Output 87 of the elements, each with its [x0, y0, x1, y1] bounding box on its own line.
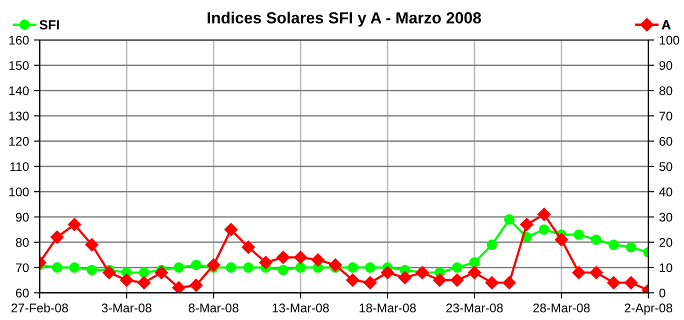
y-tick-label: 70 [16, 263, 29, 272]
point [69, 262, 80, 273]
point [191, 260, 202, 270]
point [295, 262, 306, 273]
point [243, 262, 254, 273]
point [572, 266, 586, 280]
point [607, 276, 620, 290]
point [608, 240, 619, 250]
y-tick-label: 60 [16, 288, 29, 298]
point [626, 242, 636, 253]
point [138, 267, 150, 278]
y-tick-label: 90 [16, 212, 29, 222]
point [450, 274, 464, 287]
point [346, 274, 360, 287]
y2-tick-label: 80 [659, 86, 672, 96]
point [154, 266, 168, 280]
y-tick-label: 130 [9, 112, 29, 120]
x-tick-label: 28-Mar-08 [533, 304, 590, 312]
point [226, 262, 236, 273]
chart-title: Indices Solares SFI y A - Marzo 2008 [208, 12, 482, 27]
x-tick-label: 2-Apr-08 [624, 304, 672, 315]
y2-tick-label: 60 [659, 136, 672, 146]
point [452, 262, 462, 273]
point [538, 224, 550, 235]
point [278, 264, 288, 276]
y-tick-label: 100 [9, 187, 29, 196]
y-tick-label: 140 [9, 86, 29, 96]
point [224, 223, 238, 236]
y2-tick-label: 40 [659, 187, 672, 196]
y2-tick-label: 0 [659, 288, 666, 298]
point [537, 208, 551, 222]
point [380, 266, 394, 280]
point [591, 234, 602, 245]
y2-tick-label: 100 [660, 36, 680, 45]
point [242, 240, 255, 254]
point [328, 258, 342, 272]
point [348, 262, 358, 273]
y-tick-label: 80 [16, 238, 29, 247]
point [311, 253, 325, 267]
point [364, 262, 376, 273]
point [174, 262, 184, 273]
x-tick-label: 8-Mar-08 [188, 304, 238, 312]
point [137, 276, 151, 290]
point [172, 281, 186, 293]
point [554, 233, 568, 246]
point [102, 266, 116, 280]
y-tick-label: 150 [9, 61, 29, 70]
point [398, 271, 412, 284]
point [276, 250, 290, 264]
x-tick-label: 18-Mar-08 [360, 304, 416, 312]
point [364, 276, 377, 290]
y-tick-label: 110 [10, 162, 29, 172]
point [520, 218, 534, 232]
y2-tick-label: 10 [660, 263, 672, 272]
point [68, 218, 82, 232]
point [504, 214, 514, 225]
point [469, 257, 480, 268]
point [485, 276, 498, 290]
point [85, 238, 98, 252]
y2-tick-label: 70 [659, 112, 672, 120]
x-tick-label: 3-Mar-08 [102, 304, 152, 312]
y-tick-label: 120 [9, 136, 29, 146]
point [50, 230, 64, 244]
y2-tick-label: 30 [659, 212, 672, 222]
point [294, 250, 308, 264]
point [190, 278, 203, 292]
point [433, 274, 446, 287]
x-tick-label: 13-Mar-08 [272, 304, 329, 312]
y2-tick-label: 50 [659, 162, 672, 172]
x-tick-label: 23-Mar-08 [446, 304, 503, 312]
point [259, 256, 272, 270]
point [86, 264, 98, 276]
point [590, 266, 603, 280]
legend-label: A [662, 20, 671, 30]
legend-label: SFI [40, 20, 59, 30]
point [468, 266, 482, 280]
point [207, 258, 220, 272]
point [574, 229, 584, 240]
y2-tick-label: 90 [659, 61, 672, 70]
point [120, 274, 134, 287]
y2-tick-label: 20 [659, 238, 672, 247]
point [52, 262, 62, 273]
point [624, 276, 638, 290]
y-tick-label: 160 [9, 36, 29, 45]
point [486, 240, 498, 250]
x-tick-label: 27-Feb-08 [11, 303, 68, 312]
point [502, 276, 516, 290]
